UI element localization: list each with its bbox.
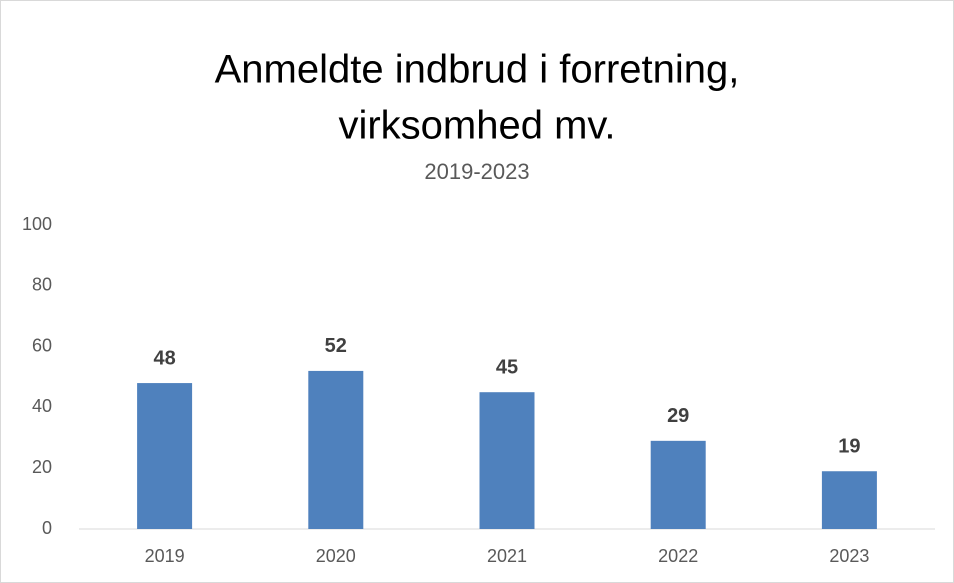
chart-title: virksomhed mv. bbox=[338, 104, 615, 148]
data-label: 45 bbox=[496, 356, 518, 378]
x-tick-label: 2023 bbox=[829, 546, 869, 566]
y-tick-label: 100 bbox=[22, 214, 52, 234]
data-label: 19 bbox=[838, 436, 860, 458]
data-label: 52 bbox=[325, 335, 347, 357]
x-tick-label: 2022 bbox=[658, 546, 698, 566]
bar bbox=[308, 370, 364, 529]
y-tick-label: 0 bbox=[42, 518, 52, 538]
data-label: 48 bbox=[153, 347, 175, 369]
y-tick-label: 40 bbox=[32, 396, 52, 416]
chart-subtitle: 2019-2023 bbox=[424, 159, 529, 184]
x-tick-label: 2020 bbox=[316, 546, 356, 566]
bar bbox=[137, 383, 193, 529]
y-tick-label: 60 bbox=[32, 335, 52, 355]
bar bbox=[821, 471, 877, 529]
x-tick-label: 2019 bbox=[145, 546, 185, 566]
bar bbox=[479, 392, 535, 529]
chart-title: Anmeldte indbrud i forretning, bbox=[215, 48, 740, 92]
data-label: 29 bbox=[667, 405, 689, 427]
x-tick-label: 2021 bbox=[487, 546, 527, 566]
bar bbox=[650, 440, 706, 529]
y-tick-label: 80 bbox=[32, 275, 52, 295]
y-tick-label: 20 bbox=[32, 457, 52, 477]
